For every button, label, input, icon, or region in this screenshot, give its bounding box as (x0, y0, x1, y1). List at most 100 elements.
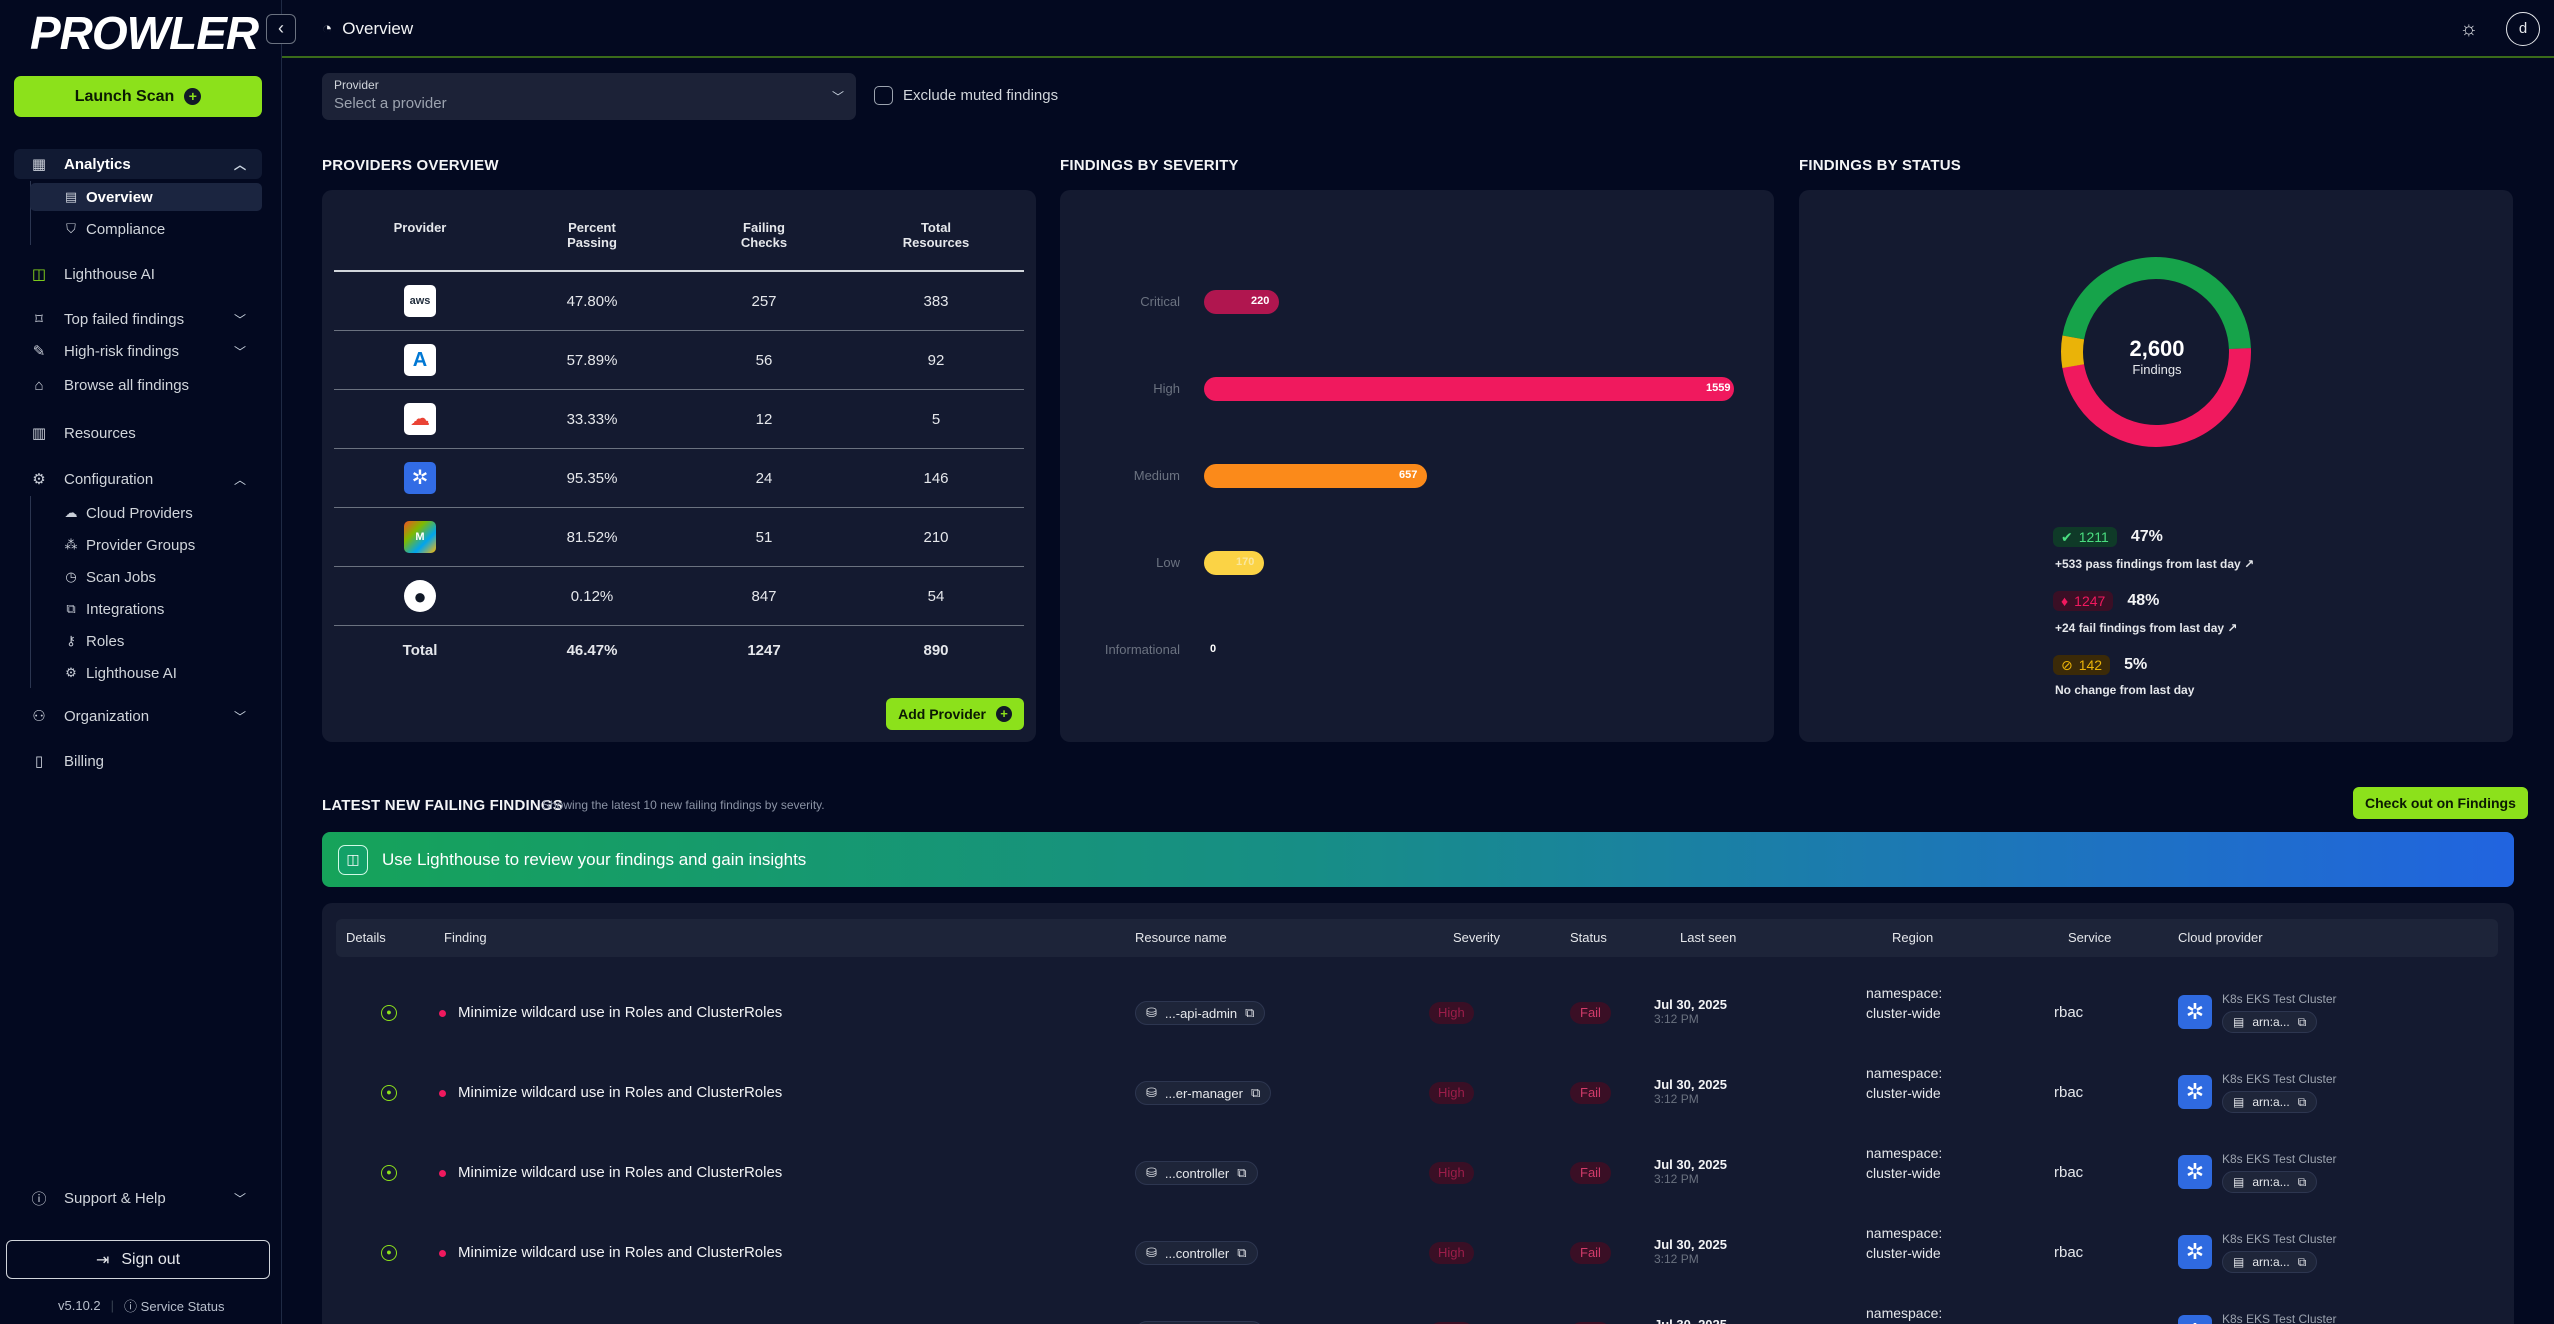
database-icon: ⛁ (1146, 1085, 1157, 1100)
total-resources: 54 (927, 587, 945, 605)
shield-icon: ⛉ (66, 221, 76, 236)
service: rbac (2054, 1164, 2084, 1181)
sidebar-item-scan-jobs[interactable]: ◷ Scan Jobs (30, 563, 262, 591)
details-icon[interactable]: ● (381, 1165, 397, 1181)
arn-chip[interactable]: ▤ arn:a... ⧉ (2222, 1091, 2318, 1113)
sidebar-item-provider-groups[interactable]: ⁂ Provider Groups (30, 531, 262, 559)
sidebar-item-analytics[interactable]: ▦ Analytics ︿ (14, 149, 262, 179)
details-icon[interactable]: ● (381, 1245, 397, 1261)
arn-text: arn:a... (2252, 1015, 2290, 1029)
launch-scan-button[interactable]: Launch Scan + (14, 76, 262, 117)
sidebar: PROWLER Launch Scan + ▦ Analytics ︿ ▤ Ov… (0, 0, 282, 1324)
column-header: Region (1892, 930, 1934, 945)
muted-pill: ⊘ 142 (2053, 655, 2111, 675)
copy-icon[interactable]: ⧉ (1237, 1165, 1247, 1180)
severity-dot (439, 1090, 446, 1097)
details-icon[interactable]: ● (381, 1085, 397, 1101)
sidebar-item-roles[interactable]: ⚷ Roles (30, 627, 262, 655)
lighthouse-banner[interactable]: ◫ Use Lighthouse to review your findings… (322, 832, 2514, 887)
region: namespace: cluster-wide (1866, 1305, 1943, 1321)
version-text: v5.10.2 (58, 1298, 101, 1313)
copy-icon[interactable]: ⧉ (1245, 1005, 1255, 1020)
prowler-logo[interactable]: PROWLER (30, 7, 259, 59)
sidebar-item-lighthouse-ai[interactable]: ◫ Lighthouse AI (14, 259, 262, 289)
theme-toggle-sun-icon[interactable]: ☼ (2459, 18, 2478, 40)
findings-by-severity-title: FINDINGS BY SEVERITY (1060, 157, 1239, 174)
sidebar-item-overview[interactable]: ▤ Overview (30, 183, 262, 211)
sidebar-item-label: Resources (64, 424, 136, 442)
sidebar-item-resources[interactable]: ▥ Resources (14, 418, 262, 448)
sidebar-item-top-failed-findings[interactable]: ⌑ Top failed findings ﹀ (14, 304, 262, 334)
severity-label-low: Low (1156, 555, 1180, 570)
copy-icon[interactable]: ⧉ (2297, 1014, 2307, 1029)
donut-slice-pass[interactable] (2059, 255, 2254, 450)
copy-icon[interactable]: ⧉ (1250, 1085, 1261, 1100)
resource-chip[interactable]: ⛁ ...controller ⧉ (1135, 1241, 1258, 1265)
logout-icon: ⇥ (95, 1251, 110, 1269)
severity-bar-medium[interactable] (1204, 464, 1427, 488)
arn-chip[interactable]: ▤ arn:a... ⧉ (2222, 1251, 2318, 1273)
copy-icon[interactable]: ⧉ (2297, 1094, 2307, 1109)
resource-chip[interactable]: ⛁ ...controller ⧉ (1135, 1161, 1258, 1185)
copy-icon[interactable]: ⧉ (2297, 1174, 2307, 1189)
sidebar-item-configuration[interactable]: ⚙ Configuration ︿ (14, 464, 262, 494)
finding-title[interactable]: Minimize wildcard use in Roles and Clust… (458, 1244, 783, 1261)
muted-note: No change from last day (2055, 683, 2195, 697)
sidebar-item-lighthouse-ai-config[interactable]: ⚙ Lighthouse AI (30, 659, 262, 687)
severity-bar-high[interactable] (1204, 377, 1734, 401)
avatar[interactable]: d (2506, 12, 2540, 46)
aws-icon: aws (404, 285, 436, 317)
exclude-muted-checkbox[interactable]: Exclude muted findings (874, 86, 1058, 105)
resource-chip[interactable]: ⛁ ...er-manager ⧉ (1135, 1081, 1272, 1105)
severity-badge: High (1429, 1082, 1474, 1104)
database-icon: ⛁ (1146, 1165, 1157, 1180)
arn-chip[interactable]: ▤ arn:a... ⧉ (2222, 1171, 2318, 1193)
sidebar-item-label: Top failed findings (64, 310, 185, 328)
checkbox-box[interactable] (874, 86, 893, 105)
copy-icon[interactable]: ⧉ (1237, 1245, 1247, 1260)
failing-checks: 847 (751, 587, 777, 605)
check-out-findings-button[interactable]: Check out on Findings (2353, 787, 2528, 819)
status-badge: Fail (1570, 1242, 1611, 1264)
sidebar-item-integrations[interactable]: ⧉ Integrations (30, 595, 262, 623)
last-seen-time: 3:12 PM (1654, 1012, 1699, 1026)
last-seen-time: 3:12 PM (1654, 1172, 1699, 1186)
last-seen-date: Jul 30, 2025 (1654, 1317, 1727, 1324)
status-pass-row[interactable]: ✔ 1211 47% (2053, 527, 2163, 547)
sidebar-item-label: Browse all findings (64, 376, 190, 394)
resource-chip[interactable]: ⛁ ...-api-admin ⧉ (1135, 1001, 1266, 1025)
sidebar-item-organization[interactable]: ⚇ Organization ﹀ (14, 701, 262, 731)
column-header: Finding (444, 930, 487, 945)
arn-chip[interactable]: ▤ arn:a... ⧉ (2222, 1011, 2318, 1033)
severity-bar-low[interactable] (1204, 551, 1264, 575)
finding-title[interactable]: Minimize wildcard use in Roles and Clust… (458, 1004, 783, 1021)
provider-select[interactable]: Provider Select a provider ﹀ (322, 73, 856, 120)
m365-icon: M (404, 521, 436, 553)
status-muted-row[interactable]: ⊘ 142 5% (2053, 655, 2147, 675)
page-title: ◔ Overview (322, 19, 413, 39)
donut-slice-muted[interactable] (2059, 255, 2253, 449)
details-icon[interactable]: ● (381, 1005, 397, 1021)
launch-scan-label: Launch Scan (74, 87, 175, 105)
add-provider-button[interactable]: Add Provider + (886, 698, 1024, 730)
sidebar-item-compliance[interactable]: ⛉ Compliance (30, 215, 262, 243)
finding-title[interactable]: Minimize wildcard use in Roles and Clust… (458, 1164, 783, 1181)
gear-icon: ⚙ (32, 471, 46, 488)
sign-out-button[interactable]: ⇥ Sign out (6, 1240, 270, 1279)
service-status-link[interactable]: ⓘ Service Status (124, 1299, 225, 1314)
severity-badge: High (1429, 1322, 1474, 1324)
sidebar-item-browse-all-findings[interactable]: ⌂ Browse all findings (14, 370, 262, 400)
bot-icon: ◫ (31, 266, 47, 283)
sidebar-item-high-risk-findings[interactable]: ✎ High-risk findings ﹀ (14, 336, 262, 366)
sidebar-item-label: Overview (86, 188, 153, 206)
finding-title[interactable]: Minimize wildcard use in Roles and Clust… (458, 1084, 783, 1101)
sidebar-item-support[interactable]: ⓘ Support & Help ﹀ (14, 1183, 262, 1213)
copy-icon[interactable]: ⧉ (2297, 1254, 2307, 1269)
severity-bar-critical[interactable] (1204, 290, 1279, 314)
status-fail-row[interactable]: ♦ 1247 48% (2053, 591, 2159, 611)
collapse-sidebar-button[interactable]: ‹ (266, 14, 296, 44)
table-row: ☁ 33.33% 12 5 (334, 390, 1024, 449)
sidebar-item-billing[interactable]: ▯ Billing (14, 746, 262, 776)
sidebar-item-cloud-providers[interactable]: ☁ Cloud Providers (30, 499, 262, 527)
